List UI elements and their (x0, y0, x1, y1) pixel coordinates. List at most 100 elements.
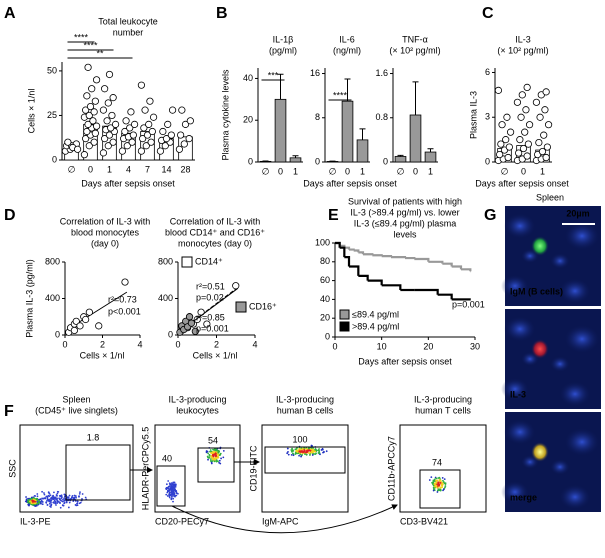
data-point (104, 142, 112, 150)
data-point (523, 152, 531, 160)
panel-letter: F (4, 403, 14, 420)
data-point (187, 319, 196, 327)
nucleus (564, 427, 600, 457)
event-dot (214, 452, 217, 455)
event-dot (56, 502, 59, 505)
event-dot (172, 497, 175, 500)
event-dot (78, 492, 81, 495)
event-dot (301, 450, 304, 453)
event-dot (38, 498, 41, 501)
event-dot (291, 447, 293, 450)
event-dot (444, 483, 447, 486)
bar (341, 100, 354, 163)
event-dot (62, 498, 64, 501)
event-dot (172, 481, 175, 484)
survival-step (451, 265, 463, 270)
x-tick-label: 0 (413, 166, 418, 176)
event-dot (36, 500, 39, 503)
survival-step (442, 262, 453, 267)
nucleus (501, 274, 529, 298)
event-dot (313, 453, 315, 455)
data-point (82, 135, 90, 143)
data-point (185, 313, 194, 321)
data-point (145, 120, 153, 128)
survival-step (381, 284, 402, 290)
event-dot (28, 499, 30, 501)
data-point (232, 282, 240, 290)
nucleus (564, 324, 600, 354)
data-point (108, 111, 116, 120)
event-dot (165, 488, 168, 491)
legend-swatch (235, 301, 247, 313)
x-tick-label: 4 (137, 339, 142, 349)
chart-title: (day 0) (91, 238, 119, 248)
event-dot (74, 500, 77, 502)
y-tick-label: 800 (45, 256, 60, 266)
data-point (85, 142, 93, 150)
flow-plot (19, 424, 134, 513)
data-point (139, 135, 147, 143)
channel-label: merge (510, 492, 537, 502)
y-tick-label: 40 (243, 73, 253, 83)
chart-title: TNF-α (402, 34, 428, 44)
event-dot (33, 502, 36, 505)
chart-title: (pg/ml) (269, 45, 297, 55)
event-dot (79, 491, 81, 494)
x-tick-label: 10 (377, 341, 387, 351)
data-point (105, 70, 114, 79)
gate-percent: 100 (292, 434, 307, 444)
survival-step (372, 254, 383, 257)
error-bar (427, 148, 434, 153)
event-dot (171, 495, 173, 498)
y-tick-label: 0 (248, 156, 253, 166)
y-tick-label: 60 (320, 275, 330, 285)
event-dot (171, 486, 174, 489)
event-dot (169, 493, 172, 496)
event-dot (312, 451, 315, 453)
x-tick-label: 1 (293, 166, 298, 176)
data-point (73, 145, 82, 153)
event-dot (444, 486, 446, 489)
x-tick-label: 0 (332, 341, 337, 351)
event-dot (59, 506, 62, 509)
event-dot (318, 451, 321, 453)
survival-step (353, 249, 360, 253)
event-dot (47, 491, 50, 493)
chart-title: IL-6 (339, 34, 355, 44)
event-dot (444, 485, 447, 487)
data-point (542, 88, 550, 96)
event-dot (170, 482, 173, 484)
data-point (191, 327, 199, 335)
event-dot (433, 483, 436, 486)
data-point (104, 99, 112, 107)
data-point (532, 98, 541, 106)
nucleus (550, 459, 570, 475)
event-dot (315, 452, 317, 455)
data-point (141, 106, 149, 114)
event-dot (310, 444, 313, 447)
data-point (143, 131, 152, 139)
y-tick-label: 40 (320, 294, 330, 304)
data-point (123, 142, 131, 150)
survival-step (414, 288, 439, 295)
x-axis-label: Days after sepsis onset (303, 178, 397, 188)
event-dot (442, 488, 445, 491)
y-axis-label: Plasma IL-3 (468, 91, 478, 139)
event-dot (56, 492, 59, 495)
event-dot (46, 499, 48, 502)
event-dot (213, 458, 216, 461)
event-dot (25, 496, 27, 498)
data-point (128, 138, 136, 146)
survival-step (363, 253, 374, 256)
flow-title: IL-3-producing (168, 394, 226, 404)
data-point (118, 147, 127, 155)
event-dot (27, 501, 30, 504)
event-dot (441, 485, 444, 488)
flow-title: (CD45⁺ live singlets) (35, 405, 118, 415)
data-point (85, 111, 93, 120)
data-point (90, 108, 98, 116)
x-axis-label: Cells × 1/nl (80, 350, 125, 360)
event-dot (63, 497, 66, 500)
event-dot (43, 497, 46, 500)
event-dot (165, 493, 168, 496)
